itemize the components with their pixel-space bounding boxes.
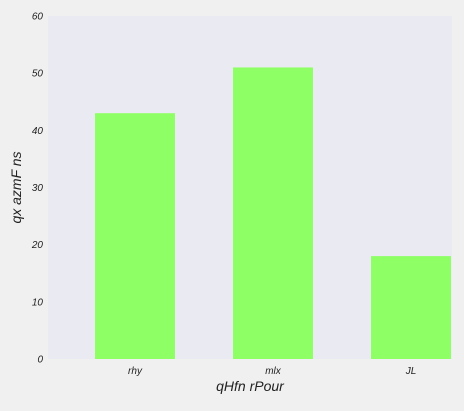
bar-mlx [233,67,313,359]
y-tick-label: 40 [32,126,44,137]
x-tick-label: mlx [265,366,282,377]
bar-JL [371,256,451,359]
y-tick-label: 20 [31,240,44,251]
y-tick-label: 10 [32,297,44,308]
x-tick-label: JL [405,366,417,377]
x-axis-label: qHfn rPour [216,378,285,394]
y-tick-label: 50 [32,69,44,80]
bars-layer [95,67,451,359]
y-axis-label: qx azmF ns [8,151,24,223]
y-axis-ticks: 0 10 20 30 40 50 60 [31,12,44,366]
bar-rhy [95,113,175,359]
y-tick-label: 0 [37,355,43,366]
x-tick-label: rhy [128,366,143,377]
x-axis-ticks: rhy mlx JL [128,366,416,377]
y-tick-label: 60 [32,12,44,23]
y-tick-label: 30 [32,183,44,194]
